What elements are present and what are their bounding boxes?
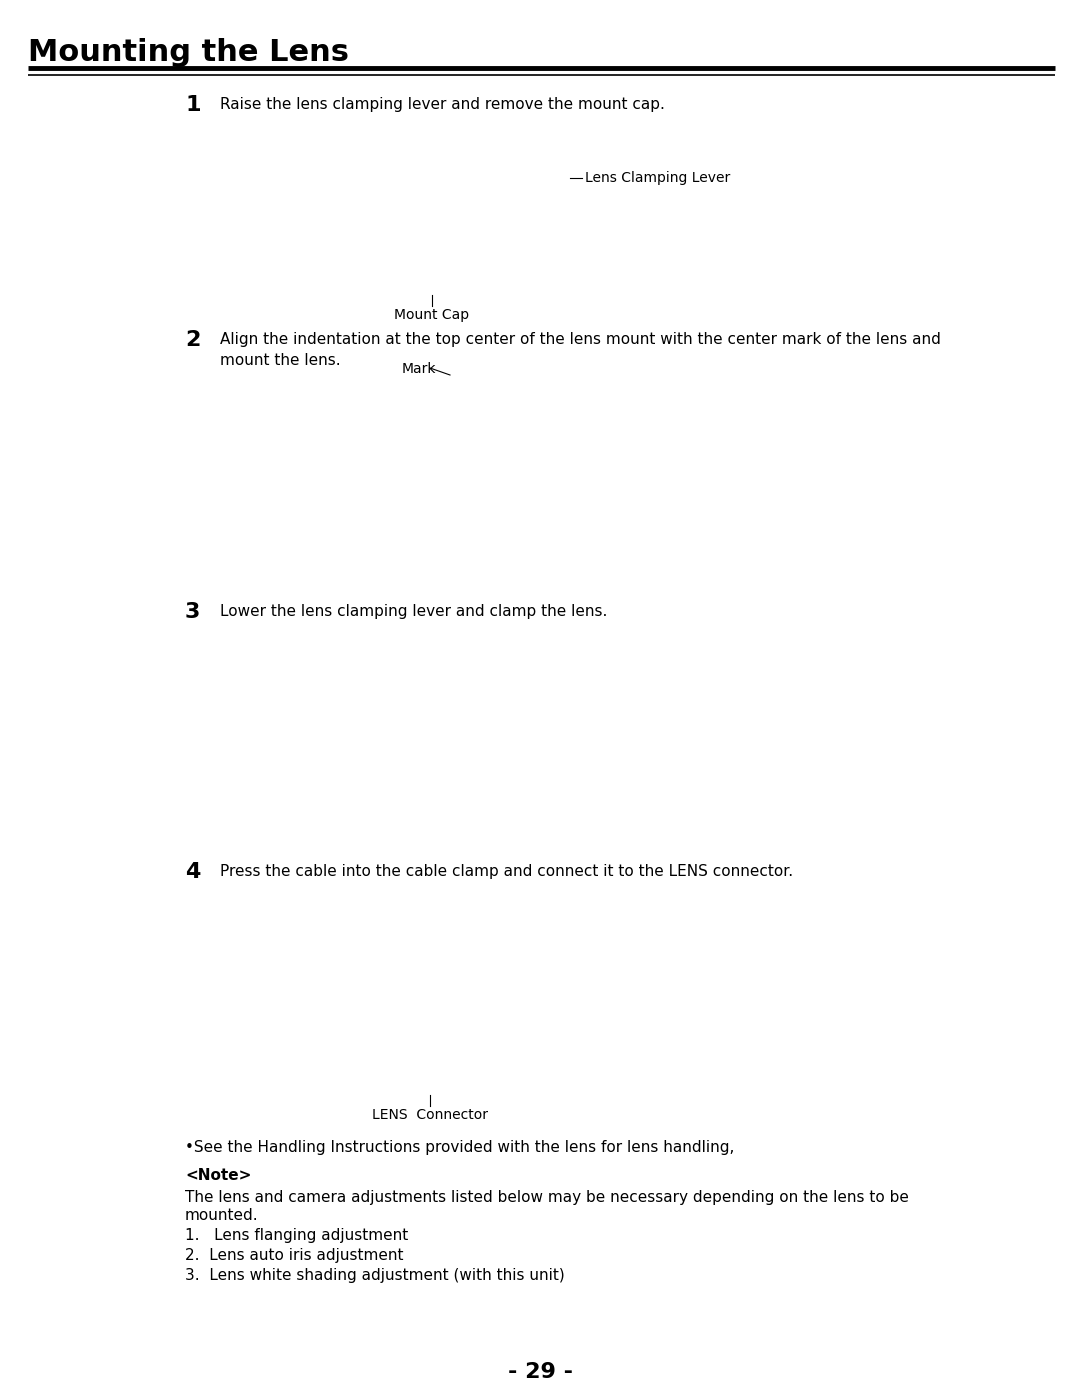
Text: Align the indentation at the top center of the lens mount with the center mark o: Align the indentation at the top center … <box>220 332 941 367</box>
Text: 2.  Lens auto iris adjustment: 2. Lens auto iris adjustment <box>185 1248 404 1263</box>
Text: •See the Handling Instructions provided with the lens for lens handling,: •See the Handling Instructions provided … <box>185 1140 734 1155</box>
Text: LENS  Connector: LENS Connector <box>372 1108 488 1122</box>
Text: 4: 4 <box>185 862 201 882</box>
Text: Mounting the Lens: Mounting the Lens <box>28 38 349 67</box>
Text: 1: 1 <box>185 95 201 115</box>
Text: The lens and camera adjustments listed below may be necessary depending on the l: The lens and camera adjustments listed b… <box>185 1190 909 1206</box>
Text: Raise the lens clamping lever and remove the mount cap.: Raise the lens clamping lever and remove… <box>220 96 665 112</box>
Text: - 29 -: - 29 - <box>508 1362 572 1382</box>
Text: 3: 3 <box>185 602 201 622</box>
Text: Lens Clamping Lever: Lens Clamping Lever <box>585 170 730 184</box>
Text: 1.   Lens flanging adjustment: 1. Lens flanging adjustment <box>185 1228 408 1243</box>
Text: 3.  Lens white shading adjustment (with this unit): 3. Lens white shading adjustment (with t… <box>185 1268 565 1282</box>
Text: Mount Cap: Mount Cap <box>394 307 470 321</box>
Text: Mark: Mark <box>402 362 436 376</box>
Text: mounted.: mounted. <box>185 1208 258 1222</box>
Text: 2: 2 <box>185 330 201 351</box>
Text: Lower the lens clamping lever and clamp the lens.: Lower the lens clamping lever and clamp … <box>220 604 607 619</box>
Text: <Note>: <Note> <box>185 1168 252 1183</box>
Text: Press the cable into the cable clamp and connect it to the LENS connector.: Press the cable into the cable clamp and… <box>220 863 793 879</box>
